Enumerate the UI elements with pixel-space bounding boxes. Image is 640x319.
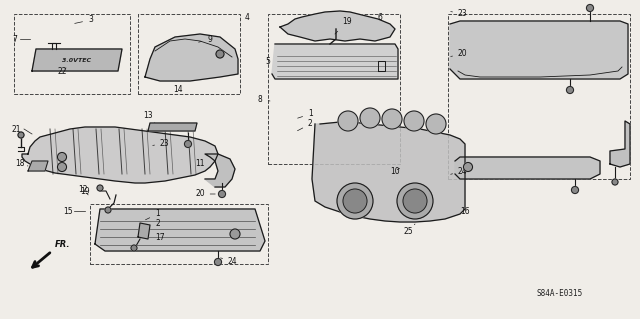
Text: 13: 13 (143, 110, 155, 123)
Text: 4: 4 (245, 12, 250, 21)
Circle shape (403, 189, 427, 213)
Circle shape (572, 187, 579, 194)
Circle shape (184, 140, 191, 147)
Circle shape (18, 132, 24, 138)
Text: 2: 2 (138, 219, 160, 235)
Text: 23: 23 (153, 138, 170, 147)
Bar (14, 14, 130, 94)
Text: 8: 8 (258, 94, 270, 103)
Circle shape (566, 86, 573, 93)
Circle shape (343, 189, 367, 213)
Polygon shape (450, 21, 628, 79)
Text: 22: 22 (58, 66, 67, 76)
Text: 1: 1 (145, 210, 160, 220)
Bar (268, 14, 400, 164)
Polygon shape (145, 34, 238, 81)
Text: 18: 18 (15, 160, 28, 168)
Polygon shape (455, 157, 600, 179)
Circle shape (397, 183, 433, 219)
Text: 24: 24 (221, 257, 237, 266)
Bar (138, 14, 240, 94)
Text: 9: 9 (198, 34, 212, 43)
Polygon shape (280, 11, 395, 41)
Polygon shape (138, 223, 150, 239)
Text: 2: 2 (298, 120, 313, 131)
Text: 10: 10 (390, 167, 399, 175)
Bar (448, 14, 630, 179)
Circle shape (214, 258, 221, 265)
Circle shape (382, 109, 402, 129)
Text: 16: 16 (460, 206, 470, 216)
Polygon shape (28, 161, 48, 171)
Circle shape (586, 4, 593, 11)
Text: 24: 24 (451, 167, 468, 175)
Circle shape (463, 162, 472, 172)
Circle shape (58, 162, 67, 172)
Polygon shape (272, 44, 398, 79)
Text: 20: 20 (195, 189, 215, 198)
Text: 21: 21 (12, 124, 22, 133)
Text: 15: 15 (63, 206, 73, 216)
Text: 17: 17 (155, 233, 164, 241)
Text: FR.: FR. (55, 240, 70, 249)
Text: 12: 12 (78, 184, 88, 194)
Circle shape (216, 50, 224, 58)
Polygon shape (312, 122, 465, 222)
Circle shape (230, 229, 240, 239)
Circle shape (131, 245, 137, 251)
Text: 5: 5 (265, 57, 270, 66)
Text: 3: 3 (75, 16, 93, 25)
Text: 20: 20 (451, 49, 468, 58)
Text: 23: 23 (451, 10, 468, 19)
Text: S84A-E0315: S84A-E0315 (537, 290, 583, 299)
Text: 25: 25 (403, 224, 415, 236)
Text: 7: 7 (12, 34, 17, 43)
Polygon shape (205, 154, 235, 187)
Circle shape (105, 207, 111, 213)
Polygon shape (610, 121, 630, 167)
Text: 11: 11 (195, 160, 210, 168)
Text: 3.0VTEC: 3.0VTEC (63, 58, 92, 63)
Text: 1: 1 (298, 109, 313, 118)
Circle shape (612, 179, 618, 185)
Circle shape (218, 190, 225, 197)
Circle shape (404, 111, 424, 131)
Text: 19: 19 (80, 187, 90, 196)
Polygon shape (22, 127, 218, 183)
Polygon shape (148, 123, 197, 131)
Circle shape (337, 183, 373, 219)
Bar (90, 204, 268, 264)
Polygon shape (95, 209, 265, 251)
Circle shape (338, 111, 358, 131)
Circle shape (97, 185, 103, 191)
Text: 19: 19 (335, 18, 351, 34)
Polygon shape (32, 49, 122, 71)
Text: 6: 6 (378, 12, 383, 21)
Circle shape (58, 152, 67, 161)
Circle shape (426, 114, 446, 134)
Circle shape (360, 108, 380, 128)
Text: 14: 14 (173, 85, 182, 93)
